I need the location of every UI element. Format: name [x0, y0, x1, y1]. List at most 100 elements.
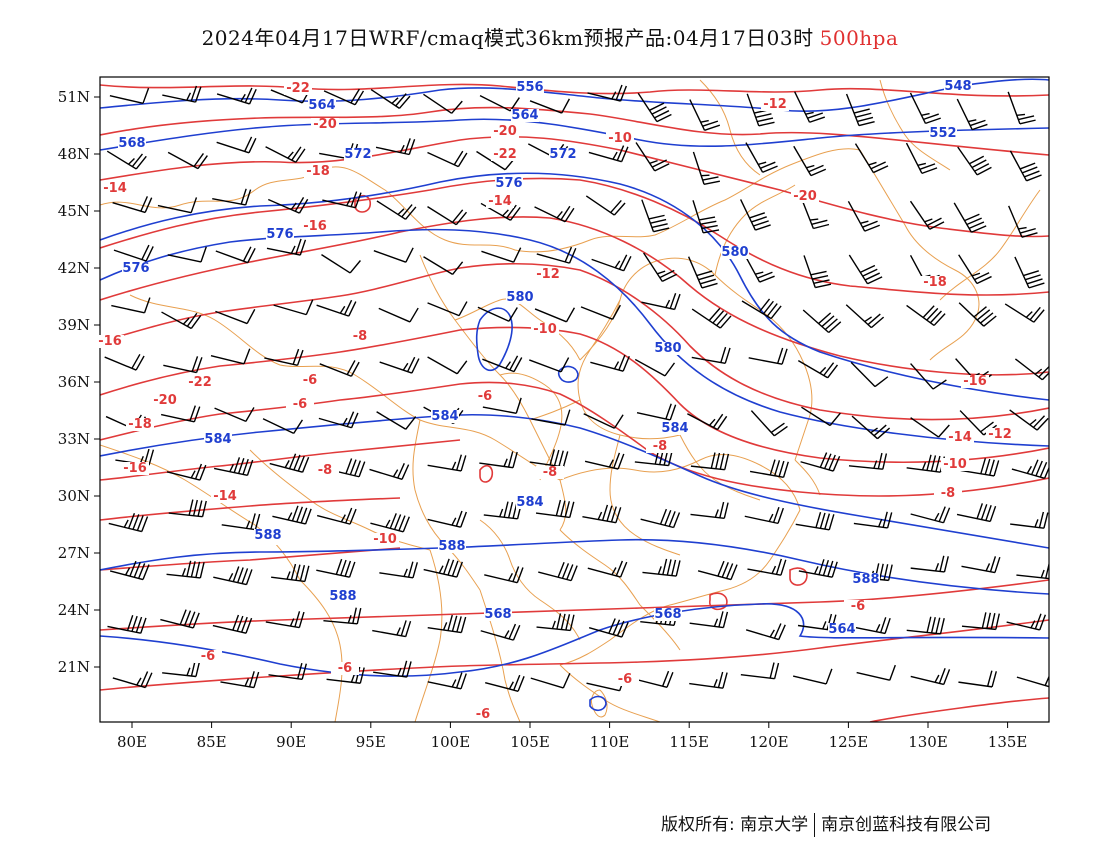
height-label-bg [721, 246, 749, 259]
wind-barb [427, 510, 468, 528]
temperature-label: -8 [543, 465, 557, 480]
wind-barb [319, 360, 360, 377]
temperature-label: -20 [153, 393, 177, 408]
wind-barb [480, 202, 521, 221]
wind-barb [797, 359, 839, 379]
wind-barb [265, 146, 306, 163]
temp-label-bg [121, 462, 149, 475]
temperature-label: -16 [98, 334, 122, 349]
wind-barb [845, 93, 875, 127]
wind-barb [423, 558, 463, 578]
wind-barb [958, 302, 997, 327]
height-label-bg [266, 228, 294, 241]
height-label: 588 [852, 572, 879, 587]
temperature-label: -10 [533, 322, 557, 337]
temp-label-bg [101, 182, 129, 195]
wind-barb [111, 297, 151, 314]
wind-barb [316, 507, 357, 525]
wind-barb [793, 145, 827, 177]
temp-label-bg [606, 132, 634, 145]
lon-tick-label: 110E [590, 733, 630, 751]
height-label: 588 [254, 528, 281, 543]
wind-barb [1007, 91, 1036, 125]
wind-barb [484, 566, 524, 584]
wind-barb [853, 511, 893, 529]
wind-barb [848, 452, 888, 470]
wind-barb [691, 307, 732, 329]
temperature-label: -6 [338, 661, 352, 676]
wind-barb [266, 238, 307, 256]
temp-label-bg [946, 431, 974, 444]
wind-barb [112, 671, 153, 689]
temperature-label: -12 [536, 267, 560, 282]
wind-barb [588, 145, 629, 163]
wind-barb [741, 298, 782, 320]
wind-barb [961, 612, 1000, 631]
wind-barb [379, 356, 420, 374]
wind-barb [529, 357, 570, 373]
wind-barb [221, 513, 261, 531]
height-label: 580 [506, 290, 533, 305]
temp-label-bg [646, 440, 674, 453]
wind-barb [803, 255, 832, 289]
wind-barb [798, 559, 838, 578]
wind-barb [427, 614, 467, 634]
height-label: 572 [549, 147, 576, 162]
wind-barb [905, 142, 938, 175]
wind-barb [536, 246, 577, 264]
temp-label-bg [491, 125, 519, 138]
wind-barb [427, 454, 467, 472]
height-label-bg [308, 99, 336, 112]
footer: 版权所有: 南京大学 南京创蓝科技有限公司 [661, 810, 991, 837]
height-label: 580 [721, 245, 748, 260]
lon-tick-label: 95E [356, 733, 386, 751]
wind-barb [692, 200, 720, 234]
wind-barb [747, 558, 787, 576]
wind-barb [906, 616, 945, 635]
wind-barb [635, 142, 670, 172]
lat-tick-label: 27N [58, 544, 90, 562]
wind-barb [746, 93, 775, 127]
wind-barb [316, 299, 357, 317]
temperature-label: -20 [793, 189, 817, 204]
height-label-bg [254, 529, 282, 542]
wind-barb [316, 558, 356, 578]
wind-barb [854, 143, 889, 174]
temp-label-bg [486, 195, 514, 208]
temperature-label: -22 [286, 81, 310, 96]
wind-barb [210, 348, 251, 365]
lon-tick-label: 105E [510, 733, 550, 751]
height-label-bg [484, 608, 512, 621]
temperature-label: -10 [608, 131, 632, 146]
temp-label-bg [941, 458, 969, 471]
lon-tick-label: 130E [908, 733, 948, 751]
wind-barb [636, 403, 677, 421]
lat-tick-label: 33N [58, 430, 90, 448]
height-label: 568 [654, 607, 681, 622]
wind-barb [271, 563, 310, 583]
temperature-label: -18 [128, 417, 152, 432]
temperature-label: -14 [213, 489, 237, 504]
wind-barb [582, 504, 622, 524]
plot-frame [99, 76, 1050, 723]
wind-barb [534, 205, 575, 223]
wind-barb [591, 254, 632, 272]
lat-tick-label: 24N [58, 601, 90, 619]
wind-barb [375, 138, 416, 156]
wind-barb [689, 611, 729, 629]
height-label-bg [654, 342, 682, 355]
wind-barb [485, 674, 525, 692]
wind-barb [642, 558, 681, 577]
wind-barb [906, 304, 946, 326]
temp-label-bg [536, 466, 564, 479]
wind-barb [167, 246, 207, 263]
height-label-bg [506, 291, 534, 304]
wind-barb [216, 136, 257, 154]
height-label-bg [204, 433, 232, 446]
temp-label-bg [921, 276, 949, 289]
wind-barb [481, 247, 522, 263]
wind-barb [745, 623, 786, 641]
height-label-bg [944, 80, 972, 93]
temperature-label: -10 [373, 532, 397, 547]
